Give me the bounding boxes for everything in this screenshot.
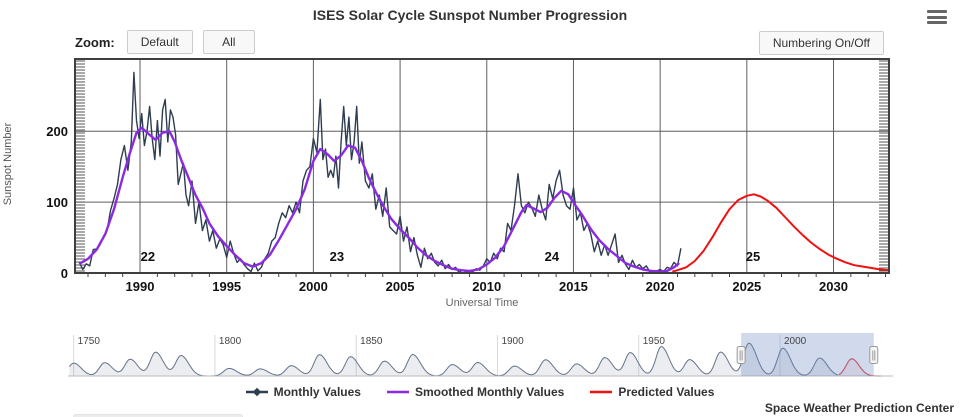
x-tick-label: 2005 [385,279,415,294]
x-tick-label: 2030 [819,279,848,294]
numbering-toggle-button[interactable]: Numbering On/Off [758,31,884,55]
navigator-handle-left[interactable] [736,346,746,364]
navigator-tick-label: 1800 [218,336,242,347]
x-tick-label: 1990 [125,279,155,294]
legend-label: Predicted Values [618,385,715,399]
cycle-label-24: 24 [544,249,560,264]
x-tick-label: 2025 [732,279,762,294]
x-tick-label: 1995 [212,279,242,294]
monthly-values-series-line [78,71,682,273]
legend-item-monthly-values[interactable]: Monthly Values [245,385,361,399]
page-title: ISES Solar Cycle Sunspot Number Progress… [312,7,628,23]
zoom-all-button[interactable]: All [202,30,255,54]
cycle-label-25: 25 [745,249,761,264]
y-axis-minor-tick-bands [76,60,888,272]
cycle-label-23: 23 [329,249,345,264]
legend: Monthly Values Smoothed Monthly Values Pre… [0,385,960,399]
legend-label: Monthly Values [273,385,361,399]
navigator-tick-label: 1750 [77,336,100,347]
hamburger-bar [927,15,947,19]
legend-item-smoothed-monthly-values[interactable]: Smoothed Monthly Values [386,385,565,399]
cycle-label-22: 22 [140,249,156,264]
navigator-tick-label: 1900 [501,336,524,347]
navigator[interactable] [68,333,893,377]
y-tick-label: 0 [60,266,68,281]
line-diamond-icon [245,387,268,397]
x-axis-title: Universal Time [445,297,519,309]
x-tick-label: 2015 [558,279,588,294]
y-tick-label: 100 [46,195,68,211]
zoom-default-button[interactable]: Default [126,30,193,54]
line-icon [590,390,613,394]
navigator-tick-label: 1950 [642,336,665,347]
chart-canvas[interactable] [0,0,960,382]
line-icon [386,390,409,394]
hamburger-bar [927,10,947,13]
x-tick-label: 2010 [472,279,502,294]
navigator-history-line [69,342,839,377]
hamburger-menu-icon[interactable] [926,8,948,26]
x-tick-label: 2020 [645,279,675,294]
plot-border [74,58,890,274]
navigator-tick-label: 1850 [360,336,383,347]
navigator-tick-label: 2000 [783,336,807,347]
legend-item-predicted-values[interactable]: Predicted Values [590,385,714,399]
credit-text: Space Weather Prediction Center [764,401,954,415]
y-tick-label: 200 [46,124,68,140]
legend-label: Smoothed Monthly Values [414,385,565,399]
zoom-toolbar: Zoom: Default All [75,30,255,54]
predicted-values-series-line [672,193,890,273]
main-gridlines [75,59,889,273]
cutoff-element [73,414,243,417]
navigator-handle-right[interactable] [869,346,879,364]
main-plot-area[interactable] [74,58,890,277]
navigator-history-fill [69,343,839,376]
smoothed-monthly-values-series-line [78,126,680,273]
x-tick-label: 2000 [298,279,328,294]
y-axis-title: Sunspot Number [2,122,14,206]
zoom-label: Zoom: [75,34,115,50]
navigator-selection[interactable] [741,333,874,376]
hamburger-bar [927,21,947,24]
